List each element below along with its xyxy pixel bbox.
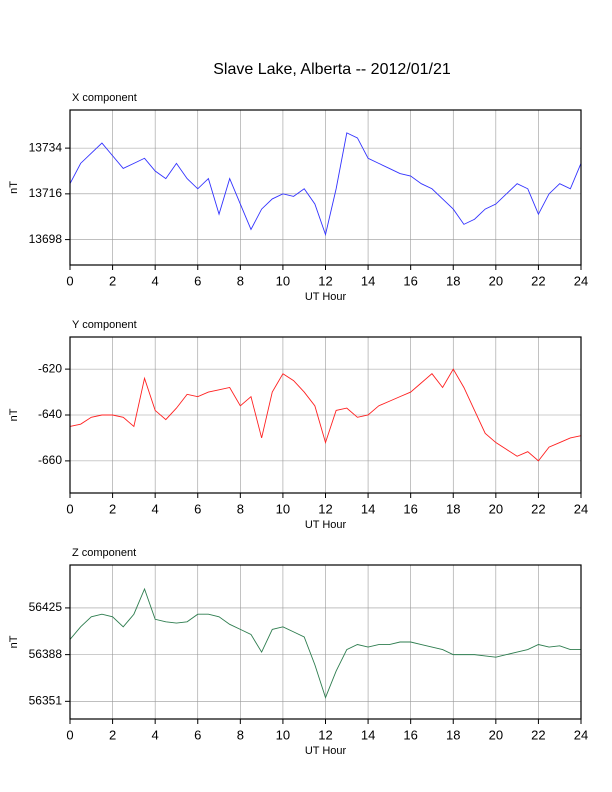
x-tick-label: 6	[194, 727, 201, 742]
x-tick-label: 4	[152, 273, 159, 288]
x-axis-label: UT Hour	[305, 519, 347, 531]
data-line	[69, 368, 582, 462]
x-tick-label: 12	[318, 273, 332, 288]
x-tick-label: 10	[276, 727, 290, 742]
y-tick-label: 56388	[29, 647, 63, 661]
x-tick-label: 0	[66, 273, 73, 288]
x-tick-label: 24	[574, 501, 588, 516]
x-tick-label: 0	[66, 501, 73, 516]
x-axis-label: UT Hour	[305, 291, 347, 303]
x-tick-label: 20	[489, 501, 503, 516]
x-tick-label: 8	[237, 727, 244, 742]
y-tick-label: 56351	[29, 693, 63, 707]
y-tick-label: -620	[38, 361, 62, 375]
x-tick-label: 2	[109, 273, 116, 288]
y-tick-label: 13716	[29, 186, 63, 200]
x-tick-label: 4	[152, 727, 159, 742]
x-tick-label: 18	[446, 273, 460, 288]
data-line	[69, 132, 582, 237]
x-tick-label: 10	[276, 273, 290, 288]
x-tick-label: 8	[237, 501, 244, 516]
y-tick-label: 13734	[29, 140, 63, 154]
panel-title: Y component	[72, 319, 137, 331]
y-axis-label: nT	[8, 181, 20, 194]
plot-frame	[69, 564, 582, 720]
x-tick-label: 12	[318, 501, 332, 516]
y-axis-label: nT	[8, 635, 20, 648]
x-tick-label: 8	[237, 273, 244, 288]
x-tick-label: 6	[194, 273, 201, 288]
y-tick-label: -660	[38, 453, 62, 467]
data-line	[69, 587, 581, 699]
x-tick-label: 20	[489, 727, 503, 742]
y-tick-label: 13698	[29, 232, 63, 246]
plot-frame	[69, 109, 582, 266]
x-tick-label: 20	[489, 273, 503, 288]
x-tick-label: 10	[276, 501, 290, 516]
x-tick-label: 16	[403, 501, 417, 516]
x-tick-label: 22	[531, 273, 545, 288]
plot-frame	[69, 336, 582, 494]
y-tick-label: 56425	[29, 600, 63, 614]
x-tick-label: 18	[446, 727, 460, 742]
x-tick-label: 24	[574, 273, 588, 288]
x-tick-label: 12	[318, 727, 332, 742]
x-tick-label: 22	[531, 501, 545, 516]
y-tick-label: -640	[38, 407, 62, 421]
x-tick-label: 16	[403, 727, 417, 742]
x-tick-label: 4	[152, 501, 159, 516]
x-tick-label: 14	[361, 501, 375, 516]
x-tick-label: 22	[531, 727, 545, 742]
x-tick-label: 14	[361, 727, 375, 742]
y-axis-label: nT	[8, 408, 20, 421]
panel-title: X component	[72, 92, 137, 104]
panel-title: Z component	[72, 547, 136, 559]
x-axis-label: UT Hour	[305, 745, 347, 757]
x-tick-label: 18	[446, 501, 460, 516]
x-tick-label: 16	[403, 273, 417, 288]
x-tick-label: 14	[361, 273, 375, 288]
x-tick-label: 2	[109, 727, 116, 742]
x-tick-label: 6	[194, 501, 201, 516]
main-title: Slave Lake, Alberta -- 2012/01/21	[213, 61, 451, 78]
x-tick-label: 2	[109, 501, 116, 516]
x-tick-label: 0	[66, 727, 73, 742]
x-tick-label: 24	[574, 727, 588, 742]
